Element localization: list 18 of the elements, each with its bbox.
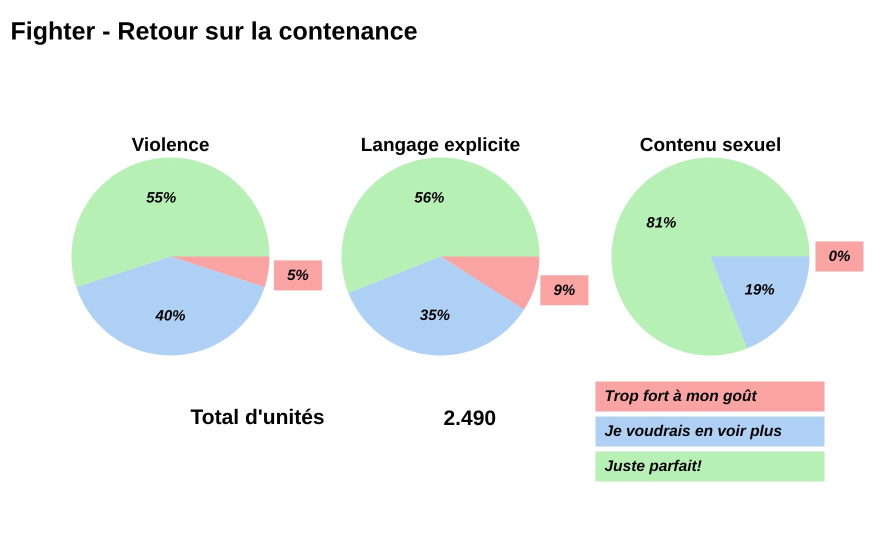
chart-title: Contenu sexuel bbox=[640, 135, 782, 156]
text: 2.490 bbox=[444, 407, 496, 430]
legend-label: Je voudrais en voir plus bbox=[604, 423, 782, 440]
data-label: 5% bbox=[287, 266, 309, 284]
legend-label: Trop fort à mon goût bbox=[604, 388, 758, 405]
data-label: 56% bbox=[414, 190, 444, 207]
legend-label: Juste parfait! bbox=[604, 458, 702, 475]
data-label: 35% bbox=[420, 307, 450, 324]
text: Total d'unités bbox=[190, 406, 325, 429]
data-label: 19% bbox=[744, 281, 775, 298]
data-label: 55% bbox=[146, 189, 176, 206]
chart-title: Langage explicite bbox=[360, 135, 520, 156]
text: 0% bbox=[828, 248, 850, 265]
chart-title: Violence bbox=[132, 135, 210, 156]
text: Fighter - Retour sur la contenance bbox=[10, 18, 418, 46]
data-label: 81% bbox=[646, 214, 676, 232]
data-label: 9% bbox=[554, 282, 576, 299]
data-label: 40% bbox=[154, 307, 186, 324]
